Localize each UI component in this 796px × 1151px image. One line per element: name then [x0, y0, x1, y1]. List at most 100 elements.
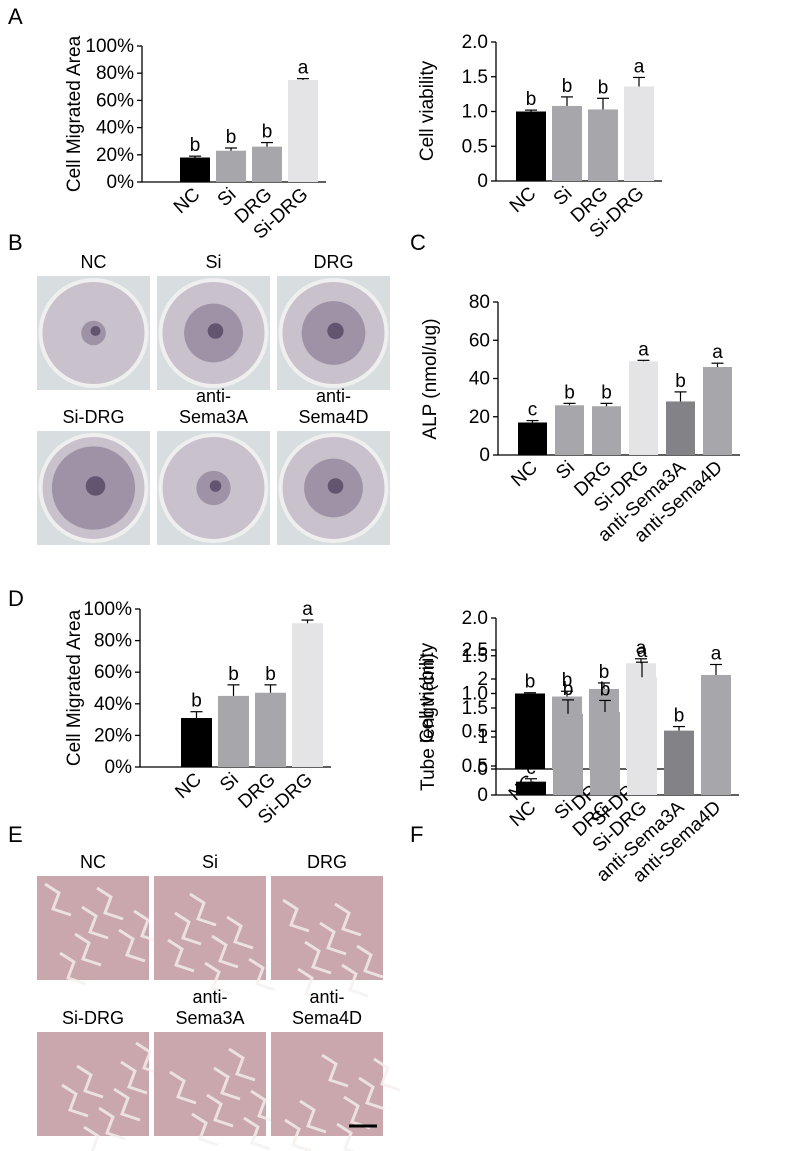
y-tick-label: 0.5: [462, 756, 488, 777]
tube-network: [334, 902, 362, 937]
tube-network: [321, 1053, 349, 1088]
y-tick-label: 1.5: [462, 646, 488, 667]
significance-letter: a: [712, 342, 723, 363]
tube-network: [169, 1070, 197, 1105]
y-tick-label: 1.0: [462, 684, 488, 705]
y-tick-label: 60: [469, 330, 490, 351]
y-tick-label: 80%: [94, 631, 132, 652]
y-tick-label: 0: [477, 171, 488, 192]
stain-center: [327, 478, 344, 494]
significance-letter: b: [601, 382, 612, 403]
bar-si-drg: [288, 80, 318, 182]
panel-label-c: C: [410, 230, 426, 255]
tube-network: [356, 944, 384, 979]
bar-si: [218, 695, 249, 767]
x-tick-label: NC: [507, 457, 541, 491]
y-tick-label: 20%: [96, 145, 134, 166]
photo-label: anti-: [309, 987, 344, 1007]
significance-letter: b: [228, 664, 239, 685]
tube-network: [76, 1064, 104, 1099]
y-axis-label: ALP (nmol/ug): [420, 318, 441, 439]
y-tick-label: 100%: [83, 599, 132, 620]
photo-label: DRG: [307, 852, 347, 872]
significance-letter: b: [563, 679, 574, 700]
y-tick-label: 20%: [94, 725, 132, 746]
tube-network: [336, 1122, 356, 1151]
bar-si: [553, 713, 583, 795]
bar-nc: [181, 718, 212, 767]
bar-drg: [255, 692, 286, 767]
microscopy-photo: [271, 1032, 383, 1136]
tube-network: [59, 951, 87, 986]
tube-network: [74, 932, 102, 967]
y-tick-label: 2.0: [462, 608, 488, 629]
photo-label: Sema3A: [175, 1008, 244, 1028]
y-tick-label: 0%: [107, 172, 135, 193]
bar-si: [555, 405, 584, 455]
bar-anti-sema4d: [703, 367, 732, 455]
tube-network: [61, 1083, 89, 1118]
photo-label: NC: [81, 252, 107, 272]
y-tick-label: 0: [479, 445, 490, 466]
significance-letter: b: [191, 691, 202, 712]
x-tick-label: Si: [552, 457, 579, 484]
tube-network: [191, 1112, 219, 1147]
photo-label: anti-: [192, 987, 227, 1007]
chart-d-3: 0% 20% 40% 60% 80% 100%Cell Migrated Area b NC b…: [64, 599, 331, 829]
significance-letter: b: [598, 77, 609, 98]
stain-center: [85, 476, 106, 496]
bar-si-drg: [627, 677, 657, 795]
photo-label: Si-DRG: [63, 407, 125, 427]
significance-letter: b: [190, 135, 201, 156]
photo-label: Si: [205, 252, 221, 272]
y-tick-label: 60%: [96, 90, 134, 111]
tube-network: [83, 1125, 100, 1151]
tube-network: [167, 938, 195, 973]
significance-letter: b: [526, 89, 537, 110]
significance-letter: a: [637, 641, 648, 662]
tube-network: [341, 963, 369, 998]
significance-letter: c: [528, 400, 538, 421]
significance-letter: b: [265, 664, 276, 685]
bar-nc: [515, 693, 545, 769]
significance-letter: a: [636, 638, 647, 659]
y-tick-label: 2.0: [462, 32, 488, 53]
stain-center: [327, 322, 344, 340]
microscopy-photo: [154, 876, 266, 980]
tube-network: [98, 1106, 126, 1141]
chart-a-0: 0% 20% 40% 60% 80% 100%Cell Migrated Area b NC b…: [64, 35, 326, 244]
x-tick-label: NC: [170, 184, 204, 218]
significance-letter: b: [675, 371, 686, 392]
panel-label-d: D: [8, 586, 24, 611]
y-tick-label: 100%: [85, 36, 134, 57]
y-tick-label: 2.5: [462, 640, 488, 661]
y-tick-label: 80: [469, 292, 490, 313]
y-tick-label: 0.5: [462, 721, 488, 742]
x-tick-label: NC: [506, 183, 540, 217]
photo-label: Si: [202, 852, 218, 872]
tube-network: [319, 921, 347, 956]
bar-nc: [516, 111, 546, 181]
tube-network: [204, 961, 232, 996]
significance-letter: c: [526, 758, 536, 779]
tube-network: [133, 909, 161, 944]
y-tick-label: 80%: [96, 63, 134, 84]
stain-center: [209, 480, 222, 492]
photo-label: anti-: [196, 386, 231, 406]
bar-drg: [590, 712, 620, 795]
significance-letter: a: [711, 644, 722, 665]
bar-anti-sema3a: [666, 401, 695, 455]
bar-anti-sema4d: [701, 674, 731, 795]
tube-network: [250, 1089, 278, 1124]
y-tick-label: 60%: [94, 662, 132, 683]
tube-network: [118, 928, 146, 963]
tube-network: [243, 1116, 271, 1151]
bar-si-drg: [629, 361, 658, 455]
tube-network: [96, 886, 124, 921]
significance-letter: a: [298, 58, 309, 79]
bar-nc: [516, 781, 546, 795]
tube-network: [373, 1057, 401, 1092]
